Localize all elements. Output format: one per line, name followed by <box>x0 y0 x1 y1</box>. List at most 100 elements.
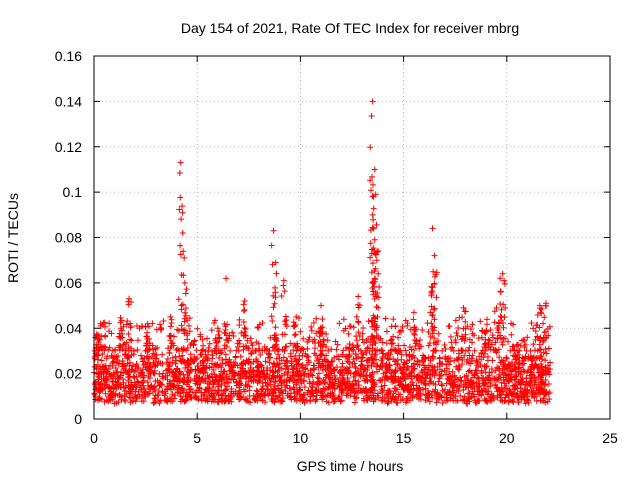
data-point <box>133 361 140 368</box>
data-point <box>149 389 156 396</box>
data-point <box>494 393 501 400</box>
data-point <box>374 322 381 329</box>
data-point <box>120 323 127 330</box>
data-point <box>428 290 435 297</box>
data-point <box>320 385 327 392</box>
data-point <box>146 390 153 397</box>
data-point <box>355 318 362 325</box>
data-point <box>379 339 386 346</box>
data-point <box>480 385 487 392</box>
data-point <box>257 351 264 358</box>
data-point <box>135 379 142 386</box>
data-point <box>471 332 478 339</box>
data-point <box>370 395 377 402</box>
data-point <box>491 347 498 354</box>
data-point <box>282 313 289 320</box>
data-point <box>152 355 159 362</box>
data-point <box>370 278 377 285</box>
data-point <box>267 354 274 361</box>
data-point <box>290 384 297 391</box>
data-point <box>428 283 435 290</box>
data-point <box>159 351 166 358</box>
data-point <box>185 360 192 367</box>
data-point <box>187 367 194 374</box>
data-point <box>271 300 278 307</box>
y-tick-label: 0.12 <box>55 139 82 155</box>
data-point <box>203 354 210 361</box>
data-point <box>395 379 402 386</box>
data-point <box>527 366 534 373</box>
data-point <box>365 394 372 401</box>
data-point <box>313 396 320 403</box>
data-point <box>135 364 142 371</box>
data-point <box>410 309 417 316</box>
data-point <box>367 144 374 151</box>
data-point <box>261 343 268 350</box>
axis-ticks: 0 5 10 15 20 25 0 0.02 0.04 0.06 0.08 0.1 0.12 0.14 0.… <box>55 48 618 446</box>
x-tick-label: 20 <box>499 430 515 446</box>
data-point <box>478 356 485 363</box>
data-point <box>161 392 168 399</box>
data-point <box>355 301 362 308</box>
data-point <box>509 390 516 397</box>
data-point <box>372 340 379 347</box>
data-point <box>522 400 529 407</box>
data-point <box>319 390 326 397</box>
data-point <box>259 347 266 354</box>
data-point <box>301 384 308 391</box>
data-point <box>482 347 489 354</box>
data-point <box>186 328 193 335</box>
data-point <box>227 367 234 374</box>
data-point <box>492 339 499 346</box>
data-point <box>206 340 213 347</box>
data-point <box>177 159 184 166</box>
data-point <box>473 370 480 377</box>
data-point <box>446 361 453 368</box>
data-point <box>172 353 179 360</box>
data-point <box>408 375 415 382</box>
data-point <box>420 359 427 366</box>
data-point <box>151 383 158 390</box>
data-point <box>419 352 426 359</box>
data-point <box>435 391 442 398</box>
data-point <box>373 326 380 333</box>
data-point <box>182 393 189 400</box>
data-point <box>541 329 548 336</box>
data-point <box>177 251 184 258</box>
data-point <box>204 380 211 387</box>
data-point <box>166 369 173 376</box>
data-point <box>198 351 205 358</box>
data-point <box>256 345 263 352</box>
data-point <box>293 397 300 404</box>
data-point <box>425 342 432 349</box>
data-point <box>208 360 215 367</box>
data-point <box>361 397 368 404</box>
data-point <box>171 395 178 402</box>
data-point <box>179 203 186 210</box>
data-point <box>462 335 469 342</box>
data-point <box>514 394 521 401</box>
data-point <box>537 360 544 367</box>
data-point <box>435 330 442 337</box>
data-point <box>308 327 315 334</box>
data-point <box>368 269 375 276</box>
data-point <box>268 396 275 403</box>
data-point <box>180 371 187 378</box>
data-point <box>280 354 287 361</box>
data-point <box>454 397 461 404</box>
data-point <box>101 323 108 330</box>
data-point <box>285 365 292 372</box>
data-point <box>537 368 544 375</box>
data-point <box>334 341 341 348</box>
data-point <box>431 252 438 259</box>
data-point <box>155 358 162 365</box>
data-point <box>246 387 253 394</box>
data-point <box>529 391 536 398</box>
data-point <box>198 347 205 354</box>
data-point <box>321 386 328 393</box>
data-point <box>317 324 324 331</box>
data-point <box>240 386 247 393</box>
data-point <box>511 363 518 370</box>
data-point <box>423 392 430 399</box>
